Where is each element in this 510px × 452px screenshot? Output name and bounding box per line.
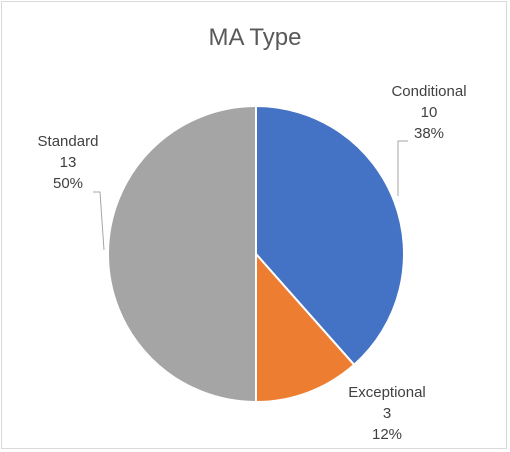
data-label-value-conditional: 10 — [421, 104, 438, 121]
data-label-category-conditional: Conditional — [391, 83, 466, 100]
leader-line-conditional — [397, 140, 408, 196]
pie-slice-conditional — [255, 104, 405, 367]
data-label-category-standard: Standard — [38, 133, 99, 150]
data-label-percent-conditional: 38% — [414, 125, 444, 142]
data-label-value-standard: 13 — [60, 154, 77, 171]
chart-title: MA Type — [209, 24, 302, 51]
leader-line-standard — [93, 191, 105, 251]
data-label-value-exceptional: 3 — [383, 405, 391, 422]
pie-slice-exceptional — [255, 251, 356, 404]
data-label-percent-exceptional: 12% — [372, 426, 402, 443]
data-label-category-exceptional: Exceptional — [348, 384, 426, 401]
pie-slice-standard — [107, 104, 257, 404]
data-label-percent-standard: 50% — [53, 175, 83, 192]
